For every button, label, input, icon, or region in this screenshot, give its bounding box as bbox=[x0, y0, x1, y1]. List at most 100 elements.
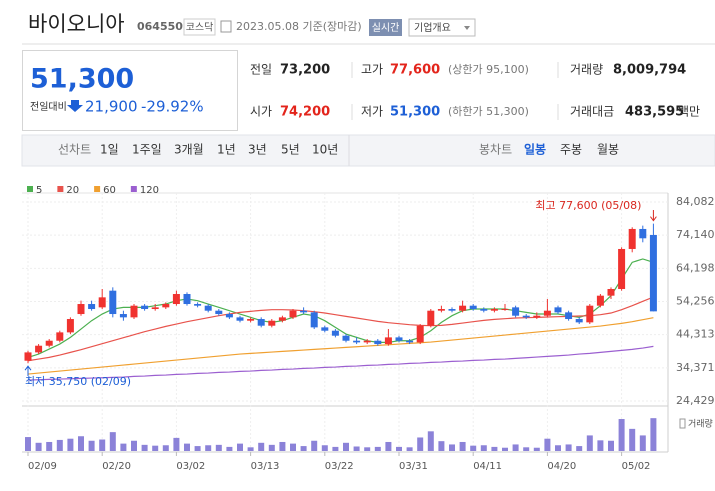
candle-body bbox=[151, 307, 159, 310]
candle-body bbox=[374, 340, 382, 345]
volume-bar bbox=[247, 447, 254, 451]
candle-body bbox=[141, 305, 149, 310]
quote-label: 전일 bbox=[250, 63, 272, 77]
volume-bar bbox=[162, 445, 169, 451]
period[interactable]: 3개월 bbox=[174, 143, 204, 157]
realtime[interactable]: 실시간 bbox=[372, 22, 400, 34]
volume-bar bbox=[194, 446, 201, 451]
y-tick-label: 34,371 bbox=[676, 361, 715, 374]
ma-line bbox=[27, 345, 654, 381]
legend-swatch bbox=[94, 186, 101, 192]
y-tick-label: 54,256 bbox=[676, 294, 715, 307]
candle-body bbox=[77, 304, 85, 315]
realtime-button[interactable] bbox=[369, 19, 402, 36]
quote-value: 8,009,794 bbox=[613, 63, 686, 78]
low-arrow bbox=[24, 365, 32, 376]
candle-body bbox=[268, 320, 276, 326]
period[interactable]: 10년 bbox=[312, 143, 338, 157]
x-tick-label: 04/20 bbox=[547, 461, 576, 472]
candle-body bbox=[300, 310, 308, 313]
quote-value: 77,600 bbox=[390, 63, 440, 78]
overview-select[interactable] bbox=[408, 18, 476, 37]
candle-body bbox=[247, 319, 255, 321]
volume-bar bbox=[618, 419, 625, 451]
volume-bar bbox=[417, 437, 424, 451]
legend-label: 120 bbox=[140, 185, 159, 196]
x-tick-label: 03/02 bbox=[176, 461, 205, 472]
volume-bar bbox=[99, 439, 106, 451]
x-tick-label: 03/31 bbox=[399, 461, 428, 472]
quote-label: 시가 bbox=[250, 105, 272, 119]
volume-bar bbox=[332, 446, 339, 451]
candle-body bbox=[406, 340, 414, 343]
market: 코스닥 bbox=[186, 22, 214, 34]
volume-bar bbox=[226, 446, 233, 451]
change-label: 전일대비 bbox=[30, 101, 67, 113]
change-pct: -29.92% bbox=[141, 98, 204, 116]
price: 51,300 bbox=[30, 64, 134, 95]
candle-body bbox=[448, 309, 456, 311]
candle-period[interactable]: 일봉 bbox=[524, 143, 546, 157]
volume-bar bbox=[311, 440, 318, 451]
quote-label: 저가 bbox=[361, 105, 383, 119]
candle-body bbox=[119, 314, 127, 318]
x-tick-label: 03/13 bbox=[251, 461, 280, 472]
change: 21,900 bbox=[85, 98, 138, 116]
candle-body bbox=[342, 335, 350, 341]
candle-body bbox=[628, 228, 636, 249]
candle-period[interactable]: 주봉 bbox=[560, 143, 582, 157]
period[interactable]: 1주일 bbox=[132, 143, 162, 157]
period[interactable]: 3년 bbox=[248, 143, 267, 157]
volume-bar bbox=[544, 438, 551, 451]
candle-body bbox=[45, 340, 53, 346]
legend-label: 5 bbox=[36, 185, 42, 196]
volume-bar bbox=[385, 441, 392, 451]
quote-note: (상한가 95,100) bbox=[448, 63, 529, 76]
period[interactable]: 5년 bbox=[281, 143, 300, 157]
candle-body bbox=[416, 325, 424, 343]
legend-swatch bbox=[57, 186, 64, 192]
volume-bar bbox=[555, 445, 561, 451]
candle-body bbox=[130, 305, 138, 318]
volume-bar bbox=[565, 444, 572, 451]
candle-body bbox=[501, 309, 509, 311]
volume-bar bbox=[353, 446, 360, 451]
candle-body bbox=[331, 330, 339, 336]
x-tick-label: 03/22 bbox=[325, 461, 354, 472]
volume-bar bbox=[523, 447, 530, 451]
overview[interactable]: 기업개요 bbox=[414, 21, 451, 34]
volume-bar bbox=[533, 447, 540, 451]
quote-value: 483,595 bbox=[625, 105, 684, 120]
y-tick-label: 74,140 bbox=[676, 228, 715, 241]
volume-bar bbox=[502, 447, 508, 451]
candle-body bbox=[183, 294, 191, 305]
volume-bar bbox=[268, 444, 275, 451]
down-arrow bbox=[67, 100, 83, 112]
y-tick-label: 64,198 bbox=[676, 261, 715, 274]
volume-bar bbox=[67, 438, 74, 451]
volume-bar bbox=[480, 445, 487, 451]
period[interactable]: 1년 bbox=[217, 143, 236, 157]
volume-bar bbox=[491, 446, 498, 451]
volume-bar bbox=[364, 447, 371, 451]
volume-bar bbox=[205, 445, 212, 451]
calendar-icon bbox=[220, 20, 232, 33]
volume-bar bbox=[237, 443, 243, 451]
x-tick-label: 02/20 bbox=[102, 461, 131, 472]
candle-body bbox=[618, 248, 626, 290]
dropdown-arrow bbox=[464, 26, 470, 30]
stock-code: 064550 bbox=[137, 20, 183, 33]
candle-body bbox=[522, 315, 530, 318]
volume-bar bbox=[300, 446, 307, 451]
candle-period[interactable]: 월봉 bbox=[597, 143, 619, 157]
candle-body bbox=[162, 304, 170, 308]
market-badge bbox=[183, 18, 216, 36]
y-tick-label: 84,082 bbox=[676, 195, 715, 208]
volume-bar bbox=[427, 431, 434, 451]
volume-bar bbox=[608, 440, 614, 451]
period[interactable]: 1일 bbox=[100, 143, 119, 157]
candle-body bbox=[289, 310, 297, 318]
candle-body bbox=[88, 304, 96, 310]
volume-bar bbox=[141, 444, 148, 451]
